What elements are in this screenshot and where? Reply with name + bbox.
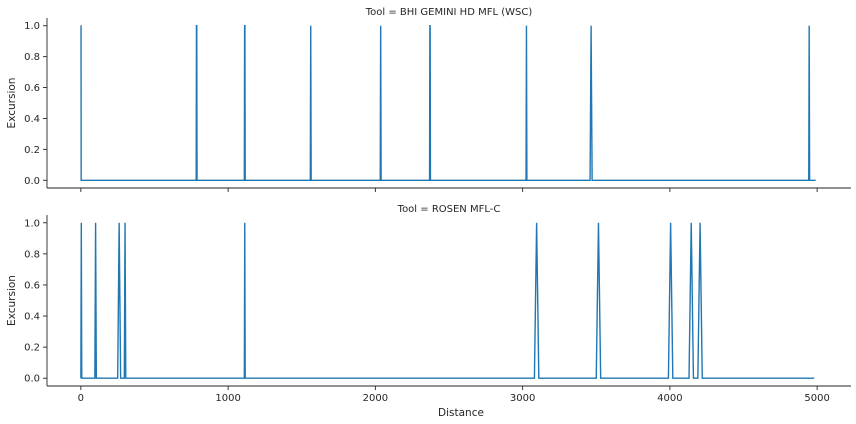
series-line <box>80 222 815 379</box>
y-tick-label: 1.0 <box>24 21 40 32</box>
x-tick-label: 2000 <box>363 393 388 404</box>
y-tick-label: 1.0 <box>24 218 40 229</box>
y-tick-label: 0.0 <box>24 176 40 187</box>
y-tick-label: 0.8 <box>24 52 40 63</box>
series-line <box>80 25 816 181</box>
y-tick-label: 0.2 <box>24 343 40 354</box>
y-tick-label: 0.6 <box>24 83 40 94</box>
x-axis-title: Distance <box>438 407 484 419</box>
y-tick-label: 0.8 <box>24 249 40 260</box>
y-tick-label: 0.0 <box>24 374 40 385</box>
panel-title: Tool = BHI GEMINI HD MFL (WSC) <box>365 7 533 18</box>
x-tick-label: 3000 <box>510 393 535 404</box>
x-tick-label: 0 <box>78 393 84 404</box>
x-tick-label: 4000 <box>657 393 682 404</box>
y-tick-label: 0.6 <box>24 280 40 291</box>
y-axis-title: Excursion <box>6 275 18 326</box>
x-tick-label: 1000 <box>215 393 240 404</box>
y-tick-label: 0.2 <box>24 145 40 156</box>
y-tick-label: 0.4 <box>24 114 40 125</box>
x-tick-label: 5000 <box>804 393 829 404</box>
panel-title: Tool = ROSEN MFL-C <box>397 204 501 215</box>
y-tick-label: 0.4 <box>24 312 40 323</box>
y-axis-title: Excursion <box>6 78 18 129</box>
